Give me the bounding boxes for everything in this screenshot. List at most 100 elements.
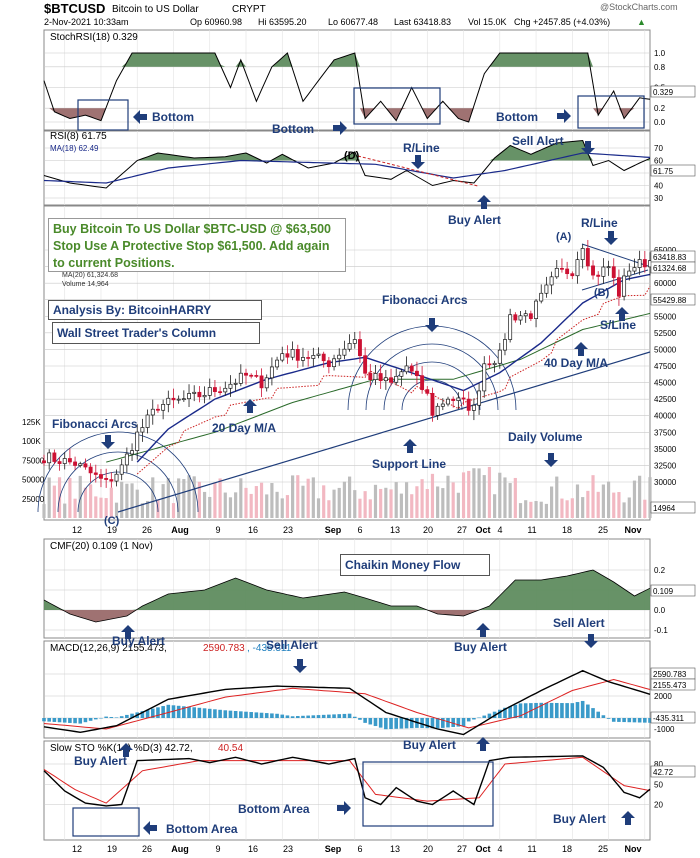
candle-body <box>570 273 575 277</box>
annotation-arrow-icon <box>544 453 558 467</box>
x-tick-label: 18 <box>562 525 572 535</box>
macd-value-tag-bg <box>650 678 696 691</box>
stochrsi-line <box>43 52 651 123</box>
annotation-support-line: Support Line <box>372 457 446 471</box>
analysis-by-box: Analysis By: BitcoinHARRY <box>48 300 262 320</box>
macd-histogram-bar <box>466 718 471 722</box>
macd-hist-tag: -435.311 <box>653 714 685 723</box>
candle-body <box>414 370 419 377</box>
candle-body <box>622 275 627 297</box>
volume-bar <box>524 500 528 518</box>
candle-body <box>461 397 466 400</box>
volume-bar <box>52 485 56 518</box>
macd-histogram-bar <box>461 718 466 727</box>
candle-body <box>218 391 223 393</box>
volume-bar <box>99 497 103 518</box>
volume-bar <box>544 503 549 518</box>
volume-bar <box>353 490 357 518</box>
macd-histogram-bar <box>637 718 642 723</box>
volume-bar <box>606 481 611 518</box>
macd-histogram-bar <box>368 718 373 725</box>
macd-histogram-bar <box>611 718 616 722</box>
rsi-ma-line <box>43 152 651 184</box>
volume-bar <box>213 482 217 518</box>
volume-bar <box>218 478 222 518</box>
volume-bar <box>104 498 108 518</box>
volume-bar <box>151 477 155 518</box>
rsi-tick-label: 60 <box>654 157 663 166</box>
macd-histogram-bar <box>580 700 585 718</box>
candle-body <box>497 349 502 364</box>
candle-body <box>528 313 533 319</box>
volume-bar <box>135 489 139 518</box>
volume-bar <box>622 502 626 518</box>
x-tick-label: 9 <box>215 525 220 535</box>
slowsto-k-line <box>43 755 651 807</box>
x-tick-label: Nov <box>624 844 641 854</box>
price-tick-label: 52500 <box>654 329 677 338</box>
candle-body <box>104 478 109 480</box>
candle-body <box>161 404 166 411</box>
volume-bar <box>399 493 403 518</box>
copyright-label: @StockCharts.com <box>600 2 678 12</box>
volume-bar <box>482 475 486 518</box>
macd-histogram-bar <box>409 718 414 729</box>
candle-body <box>373 373 378 381</box>
annotation-arrow-icon <box>101 435 115 449</box>
volume-bar <box>487 466 492 518</box>
macd-histogram-bar <box>508 706 512 718</box>
x-tick-label: 16 <box>248 844 258 854</box>
x-tick-label: 9 <box>215 844 220 854</box>
x-tick-label: 26 <box>142 525 152 535</box>
bottom-highlight-box <box>77 99 129 131</box>
price-frame <box>43 205 651 521</box>
macd-hist-tag-bg <box>650 711 696 724</box>
macd-histogram-bar <box>104 716 108 718</box>
annotation-a-label: (A) <box>556 231 572 243</box>
candle-body <box>135 431 140 451</box>
fibonacci-arc <box>77 471 159 513</box>
cmf-tick-label: 0.0 <box>654 606 666 615</box>
candle-body <box>606 266 611 269</box>
macd-histogram-bar <box>549 702 554 718</box>
volume-bar <box>327 500 331 518</box>
volume-bar <box>456 492 460 518</box>
volume-bar <box>472 468 476 518</box>
candle-body <box>544 284 549 294</box>
macd-histogram-bar <box>596 711 601 718</box>
macd-histogram-bar <box>451 718 455 728</box>
candle-body <box>73 461 78 466</box>
candle-body <box>399 371 404 377</box>
x-tick-label: Oct <box>475 844 490 854</box>
volume-bar <box>467 470 471 518</box>
annotation-sell-alert-macd-1: Sell Alert <box>266 638 318 652</box>
x-tick-label: 20 <box>423 525 433 535</box>
volume-bar <box>306 478 310 518</box>
candle-body <box>181 398 186 401</box>
candle-body <box>539 292 544 302</box>
candle-body <box>487 363 492 366</box>
annotation-sell-alert-rsi: Sell Alert <box>512 134 564 148</box>
x-tick-label: 23 <box>283 844 293 854</box>
volume-bar <box>430 473 435 518</box>
sma20-tag-bg <box>650 261 696 274</box>
macd-histogram-bar <box>358 718 362 720</box>
candle-body <box>554 267 559 278</box>
candle-body <box>389 377 393 383</box>
volume-bar <box>244 487 248 518</box>
rsi-title: RSI(8) 61.75 <box>50 131 107 142</box>
volume-bar <box>441 488 445 518</box>
macd-histogram-bar <box>125 714 129 718</box>
volume-bar <box>518 503 523 518</box>
candle-body <box>352 339 357 344</box>
volume-label: Vol 15.0K <box>468 17 507 27</box>
open-label: Op 60960.98 <box>190 17 242 27</box>
macd-histogram-bar <box>513 704 518 718</box>
volume-bar <box>68 477 72 518</box>
x-tick-label: 13 <box>390 525 400 535</box>
stochrsi-tick-label: 0.0 <box>654 118 666 127</box>
price-tick-label: 42500 <box>654 395 677 404</box>
volume-bar <box>83 487 88 518</box>
candle-body <box>223 387 228 393</box>
volume-bar <box>208 496 212 518</box>
